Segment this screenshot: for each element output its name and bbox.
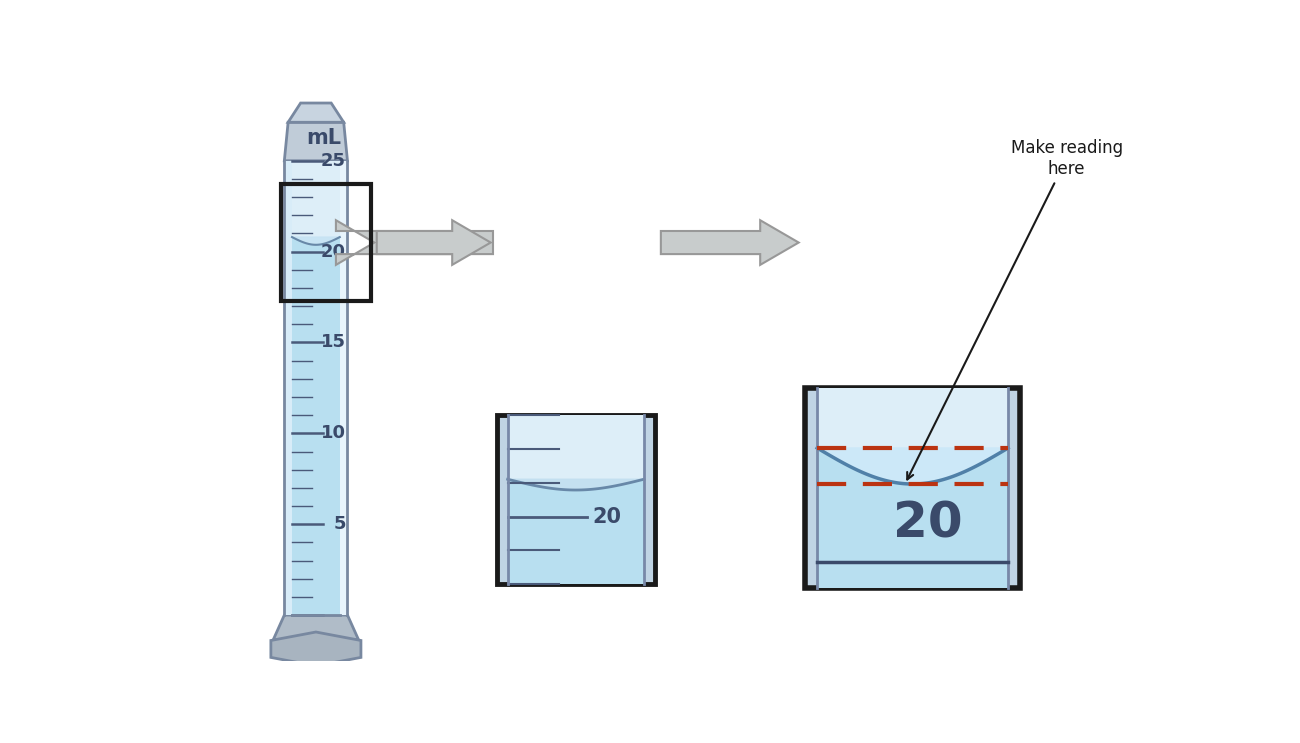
- Text: 25: 25: [321, 152, 346, 169]
- Bar: [818, 448, 1008, 588]
- Polygon shape: [289, 103, 343, 123]
- Text: 15: 15: [321, 334, 346, 351]
- Text: 20: 20: [593, 507, 621, 527]
- Text: 10: 10: [321, 424, 346, 442]
- Polygon shape: [818, 448, 1008, 484]
- Polygon shape: [273, 615, 359, 640]
- Polygon shape: [285, 160, 292, 615]
- Bar: [805, 388, 1021, 588]
- Bar: [818, 388, 828, 588]
- Text: 20: 20: [893, 499, 963, 547]
- Bar: [997, 388, 1008, 588]
- Bar: [507, 479, 644, 584]
- Polygon shape: [285, 160, 347, 615]
- Text: Make reading
here: Make reading here: [907, 139, 1123, 479]
- Bar: [507, 415, 517, 584]
- Polygon shape: [285, 123, 347, 160]
- Polygon shape: [270, 632, 361, 666]
- Polygon shape: [507, 479, 644, 490]
- Polygon shape: [335, 220, 493, 265]
- Bar: [634, 415, 644, 584]
- Text: 5: 5: [333, 515, 346, 533]
- Bar: [818, 388, 1008, 448]
- Polygon shape: [292, 160, 339, 237]
- Polygon shape: [660, 220, 798, 265]
- Text: 20: 20: [321, 243, 346, 261]
- Polygon shape: [292, 237, 339, 244]
- Polygon shape: [377, 220, 490, 265]
- Text: mL: mL: [306, 128, 341, 148]
- Polygon shape: [292, 237, 339, 615]
- Bar: [497, 415, 655, 584]
- Bar: [507, 415, 644, 479]
- Polygon shape: [339, 160, 347, 615]
